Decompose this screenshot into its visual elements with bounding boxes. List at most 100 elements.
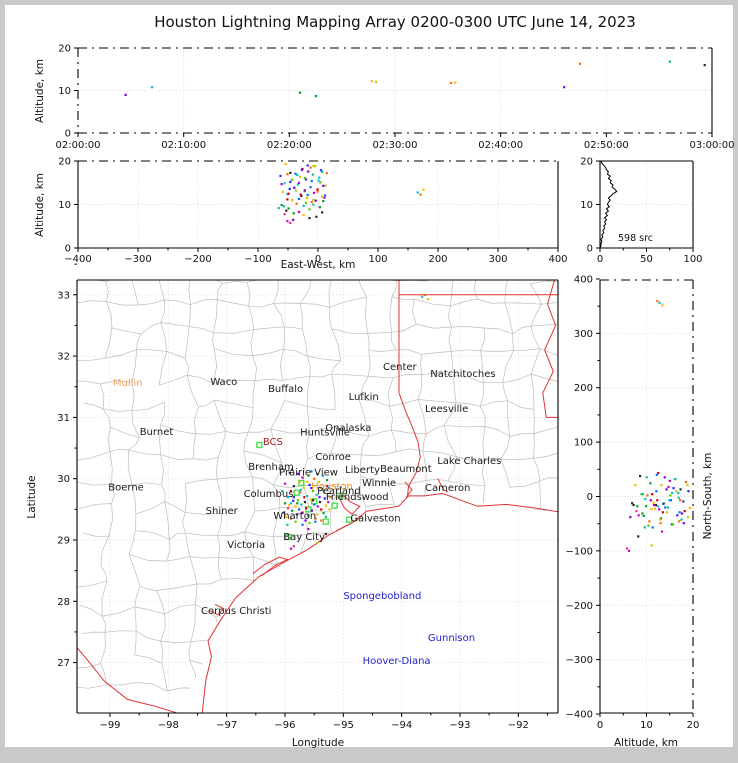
svg-text:0: 0 <box>65 129 71 140</box>
svg-text:−300: −300 <box>566 655 593 666</box>
city-label: Prairie View <box>279 468 338 479</box>
svg-text:31: 31 <box>57 413 70 424</box>
svg-text:−200: −200 <box>566 601 593 612</box>
svg-text:200: 200 <box>574 383 593 394</box>
svg-text:−97: −97 <box>216 720 237 731</box>
city-label: Houston <box>311 482 353 493</box>
svg-text:02:00:00: 02:00:00 <box>56 140 101 151</box>
svg-text:10: 10 <box>640 720 653 731</box>
xlabel-ew-panel: East-West, km <box>281 259 356 271</box>
svg-text:−100: −100 <box>566 546 593 557</box>
svg-text:0: 0 <box>597 254 603 265</box>
svg-text:10: 10 <box>58 86 71 97</box>
svg-text:10: 10 <box>58 200 71 211</box>
svg-text:02:40:00: 02:40:00 <box>478 140 523 151</box>
svg-text:30: 30 <box>57 474 70 485</box>
city-label: Lufkin <box>349 392 379 403</box>
svg-text:0: 0 <box>587 244 593 255</box>
lma-station-markers <box>256 441 353 541</box>
svg-text:0: 0 <box>597 720 603 731</box>
city-label: Galveston <box>350 514 400 525</box>
svg-text:29: 29 <box>57 536 70 547</box>
figure-title: Houston Lightning Mapping Array 0200-030… <box>154 13 636 31</box>
svg-text:−400: −400 <box>566 710 593 721</box>
svg-text:0: 0 <box>65 244 71 255</box>
svg-text:200: 200 <box>428 254 447 265</box>
ylabel-map: Latitude <box>26 475 38 518</box>
svg-text:−99: −99 <box>99 720 120 731</box>
city-label: Friendswood <box>326 492 389 503</box>
svg-text:100: 100 <box>574 438 593 449</box>
city-label: Bay City <box>283 532 325 543</box>
svg-text:−300: −300 <box>124 254 151 265</box>
svg-text:100: 100 <box>368 254 387 265</box>
svg-text:28: 28 <box>57 597 70 608</box>
svg-text:−98: −98 <box>158 720 179 731</box>
svg-text:400: 400 <box>574 274 593 285</box>
city-label: Onalaska <box>325 423 371 434</box>
city-label: Buffalo <box>268 384 303 395</box>
svg-text:20: 20 <box>687 720 700 731</box>
city-labels: Mullin Waco Buffalo Lufkin Center Natchitoche… <box>108 362 501 667</box>
svg-text:20: 20 <box>580 157 593 168</box>
svg-text:−94: −94 <box>391 720 412 731</box>
city-label: Columbus <box>244 489 294 500</box>
lma-multipanel-plot: Mullin Waco Buffalo Lufkin Center Natchitoche… <box>26 44 735 750</box>
city-label: Natchitoches <box>430 369 495 380</box>
svg-text:27: 27 <box>57 658 70 669</box>
city-label: Conroe <box>315 452 351 463</box>
city-label: Liberty <box>345 465 380 476</box>
svg-text:0: 0 <box>587 492 593 503</box>
figure-canvas: Houston Lightning Mapping Array 0200-030… <box>5 5 734 749</box>
svg-text:300: 300 <box>574 329 593 340</box>
gridlines-layer <box>77 48 713 713</box>
svg-text:02:10:00: 02:10:00 <box>161 140 206 151</box>
city-label: Waco <box>210 377 237 388</box>
city-label: Boerne <box>108 482 144 493</box>
svg-text:−400: −400 <box>64 254 91 265</box>
svg-text:10: 10 <box>580 200 593 211</box>
svg-text:100: 100 <box>683 254 702 265</box>
city-label: Spongebobland <box>343 591 421 602</box>
city-label: Victoria <box>227 540 265 551</box>
svg-text:−200: −200 <box>184 254 211 265</box>
city-label: Mullin <box>113 378 143 389</box>
svg-text:0: 0 <box>315 254 321 265</box>
city-label: Hoover-Diana <box>363 656 431 667</box>
histogram-src-count: 598 src <box>618 233 653 244</box>
xlabel-ns-panel: Altitude, km <box>614 737 678 749</box>
city-label: Cameron <box>425 483 470 494</box>
city-label: Huntsville <box>300 428 350 439</box>
svg-text:02:30:00: 02:30:00 <box>373 140 418 151</box>
ylabel-time-panel: Altitude, km <box>34 59 46 123</box>
svg-text:20: 20 <box>58 157 71 168</box>
city-label: BCS <box>263 437 283 448</box>
svg-text:−100: −100 <box>244 254 271 265</box>
ylabel-ns-panel: North-South, km <box>702 453 714 540</box>
svg-text:02:50:00: 02:50:00 <box>584 140 629 151</box>
city-label: Burnet <box>140 427 174 438</box>
svg-text:−93: −93 <box>449 720 470 731</box>
map-lightning-points <box>281 293 430 550</box>
svg-text:32: 32 <box>57 352 70 363</box>
city-label: Pearland <box>317 486 361 497</box>
svg-text:33: 33 <box>57 290 70 301</box>
lightning-points-layer: Mullin Waco Buffalo Lufkin Center Natchitoche… <box>108 60 706 667</box>
svg-text:50: 50 <box>640 254 653 265</box>
svg-text:−96: −96 <box>274 720 295 731</box>
svg-text:20: 20 <box>58 44 71 55</box>
axes-layer: 02:00:00 02:10:00 02:20:00 02:30:00 02:40:00… <box>56 44 735 732</box>
svg-text:300: 300 <box>488 254 507 265</box>
city-label: Lake Charles <box>437 456 501 467</box>
city-label: Brenham <box>248 462 293 473</box>
city-label: Shiner <box>206 506 239 517</box>
city-label: Corpus Christi <box>201 606 271 617</box>
ylabel-ew-panel: Altitude, km <box>34 173 46 237</box>
svg-text:−95: −95 <box>333 720 354 731</box>
city-label: Gunnison <box>428 633 475 644</box>
svg-text:02:20:00: 02:20:00 <box>267 140 312 151</box>
svg-text:03:00:00: 03:00:00 <box>690 140 735 151</box>
city-label: Wharton <box>273 511 316 522</box>
xlabel-map: Longitude <box>292 737 344 749</box>
